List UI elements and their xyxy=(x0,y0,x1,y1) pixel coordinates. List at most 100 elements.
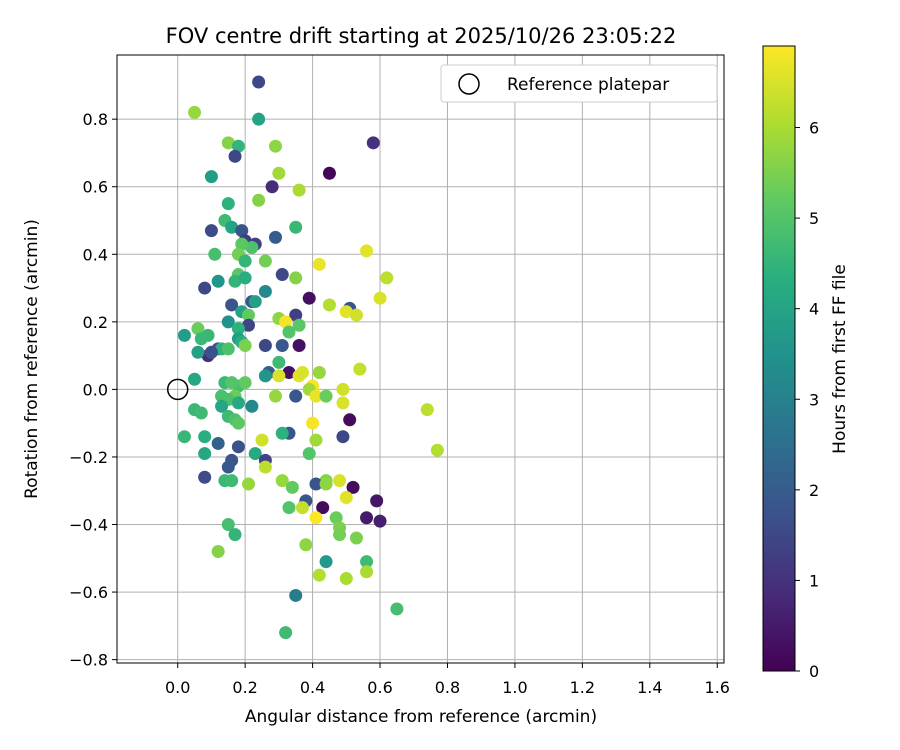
data-point xyxy=(316,501,330,515)
data-point xyxy=(221,136,235,150)
data-point xyxy=(343,413,357,427)
data-point xyxy=(295,501,309,515)
data-point xyxy=(231,139,245,153)
colorbar-tick-label: 5 xyxy=(809,209,819,228)
data-point xyxy=(309,511,323,525)
data-point xyxy=(238,254,252,268)
data-point xyxy=(245,399,259,413)
data-point xyxy=(336,382,350,396)
legend-label-reference: Reference platepar xyxy=(507,75,669,95)
data-point xyxy=(333,528,347,542)
data-point xyxy=(225,474,239,488)
data-point xyxy=(225,298,239,312)
data-point xyxy=(322,166,336,180)
data-point xyxy=(231,396,245,410)
data-point xyxy=(268,139,282,153)
colorbar-tick-label: 4 xyxy=(809,300,819,319)
data-point xyxy=(228,149,242,163)
y-tick-label: −0.6 xyxy=(69,583,108,602)
data-point xyxy=(258,338,272,352)
x-tick-label: 1.6 xyxy=(705,678,730,697)
data-point xyxy=(329,511,343,525)
y-tick-label: 0.0 xyxy=(83,380,108,399)
data-point xyxy=(252,112,266,126)
data-point xyxy=(366,136,380,150)
data-point xyxy=(312,257,326,271)
legend: Reference platepar xyxy=(440,64,718,103)
data-point xyxy=(231,440,245,454)
data-point xyxy=(360,244,374,258)
data-point xyxy=(289,308,303,322)
data-point xyxy=(282,366,296,380)
data-point xyxy=(319,555,333,569)
x-tick-label: 1.2 xyxy=(570,678,595,697)
y-axis-label: Rotation from reference (arcmin) xyxy=(22,219,42,499)
data-point xyxy=(420,403,434,417)
data-point xyxy=(279,626,293,640)
data-point xyxy=(221,342,235,356)
x-tick-label: 1.0 xyxy=(502,678,527,697)
data-point xyxy=(309,433,323,447)
data-point xyxy=(282,501,296,515)
x-tick-label: 0.0 xyxy=(165,678,190,697)
data-point xyxy=(204,170,218,184)
data-point xyxy=(275,338,289,352)
data-point xyxy=(289,220,303,234)
data-point xyxy=(272,369,286,383)
data-point xyxy=(295,366,309,380)
y-tick-label: 0.6 xyxy=(83,178,108,197)
data-point xyxy=(430,443,444,457)
y-tick-label: 0.4 xyxy=(83,245,108,264)
data-point xyxy=(242,477,256,491)
data-point xyxy=(221,518,235,532)
y-axis: −0.8 −0.6 −0.4 −0.2 0.0 0.2 0.4 0.6 0.8 xyxy=(69,110,117,670)
data-point xyxy=(191,322,205,336)
data-point xyxy=(309,389,323,403)
data-point xyxy=(312,568,326,582)
data-point xyxy=(339,305,353,319)
data-point xyxy=(198,281,212,295)
data-point xyxy=(322,298,336,312)
data-point xyxy=(204,224,218,238)
colorbar-tick-label: 3 xyxy=(809,390,819,409)
data-point xyxy=(289,389,303,403)
data-point xyxy=(231,322,245,336)
data-point xyxy=(198,430,212,444)
colorbar: 0 1 2 3 4 5 6 Hours from first FF file xyxy=(762,45,850,681)
chart-title: FOV centre drift starting at 2025/10/26 … xyxy=(166,24,677,48)
data-point xyxy=(292,183,306,197)
data-point xyxy=(265,180,279,194)
data-point xyxy=(339,490,353,504)
data-point xyxy=(221,197,235,211)
x-tick-label: 0.2 xyxy=(232,678,257,697)
data-point xyxy=(319,389,333,403)
x-tick-label: 1.4 xyxy=(637,678,662,697)
data-points xyxy=(177,75,444,640)
data-point xyxy=(360,555,374,569)
data-point xyxy=(204,345,218,359)
data-point xyxy=(177,430,191,444)
data-point xyxy=(208,247,222,261)
data-point xyxy=(346,480,360,494)
colorbar-label: Hours from first FF file xyxy=(830,264,850,454)
data-point xyxy=(211,436,225,450)
data-point xyxy=(390,602,404,616)
data-point xyxy=(370,494,384,508)
data-point xyxy=(349,308,363,322)
data-point xyxy=(225,220,239,234)
data-point xyxy=(272,355,286,369)
data-point xyxy=(231,416,245,430)
data-point xyxy=(238,376,252,390)
colorbar-ticks: 0 1 2 3 4 5 6 xyxy=(795,119,819,681)
colorbar-tick-label: 0 xyxy=(809,662,819,681)
data-point xyxy=(228,528,242,542)
data-point xyxy=(211,274,225,288)
legend-marker-reference xyxy=(458,73,480,95)
data-point xyxy=(373,291,387,305)
colorbar-tick-label: 2 xyxy=(809,481,819,500)
data-point xyxy=(275,426,289,440)
data-point xyxy=(336,396,350,410)
data-point xyxy=(177,328,191,342)
colorbar-tick-label: 6 xyxy=(809,119,819,138)
